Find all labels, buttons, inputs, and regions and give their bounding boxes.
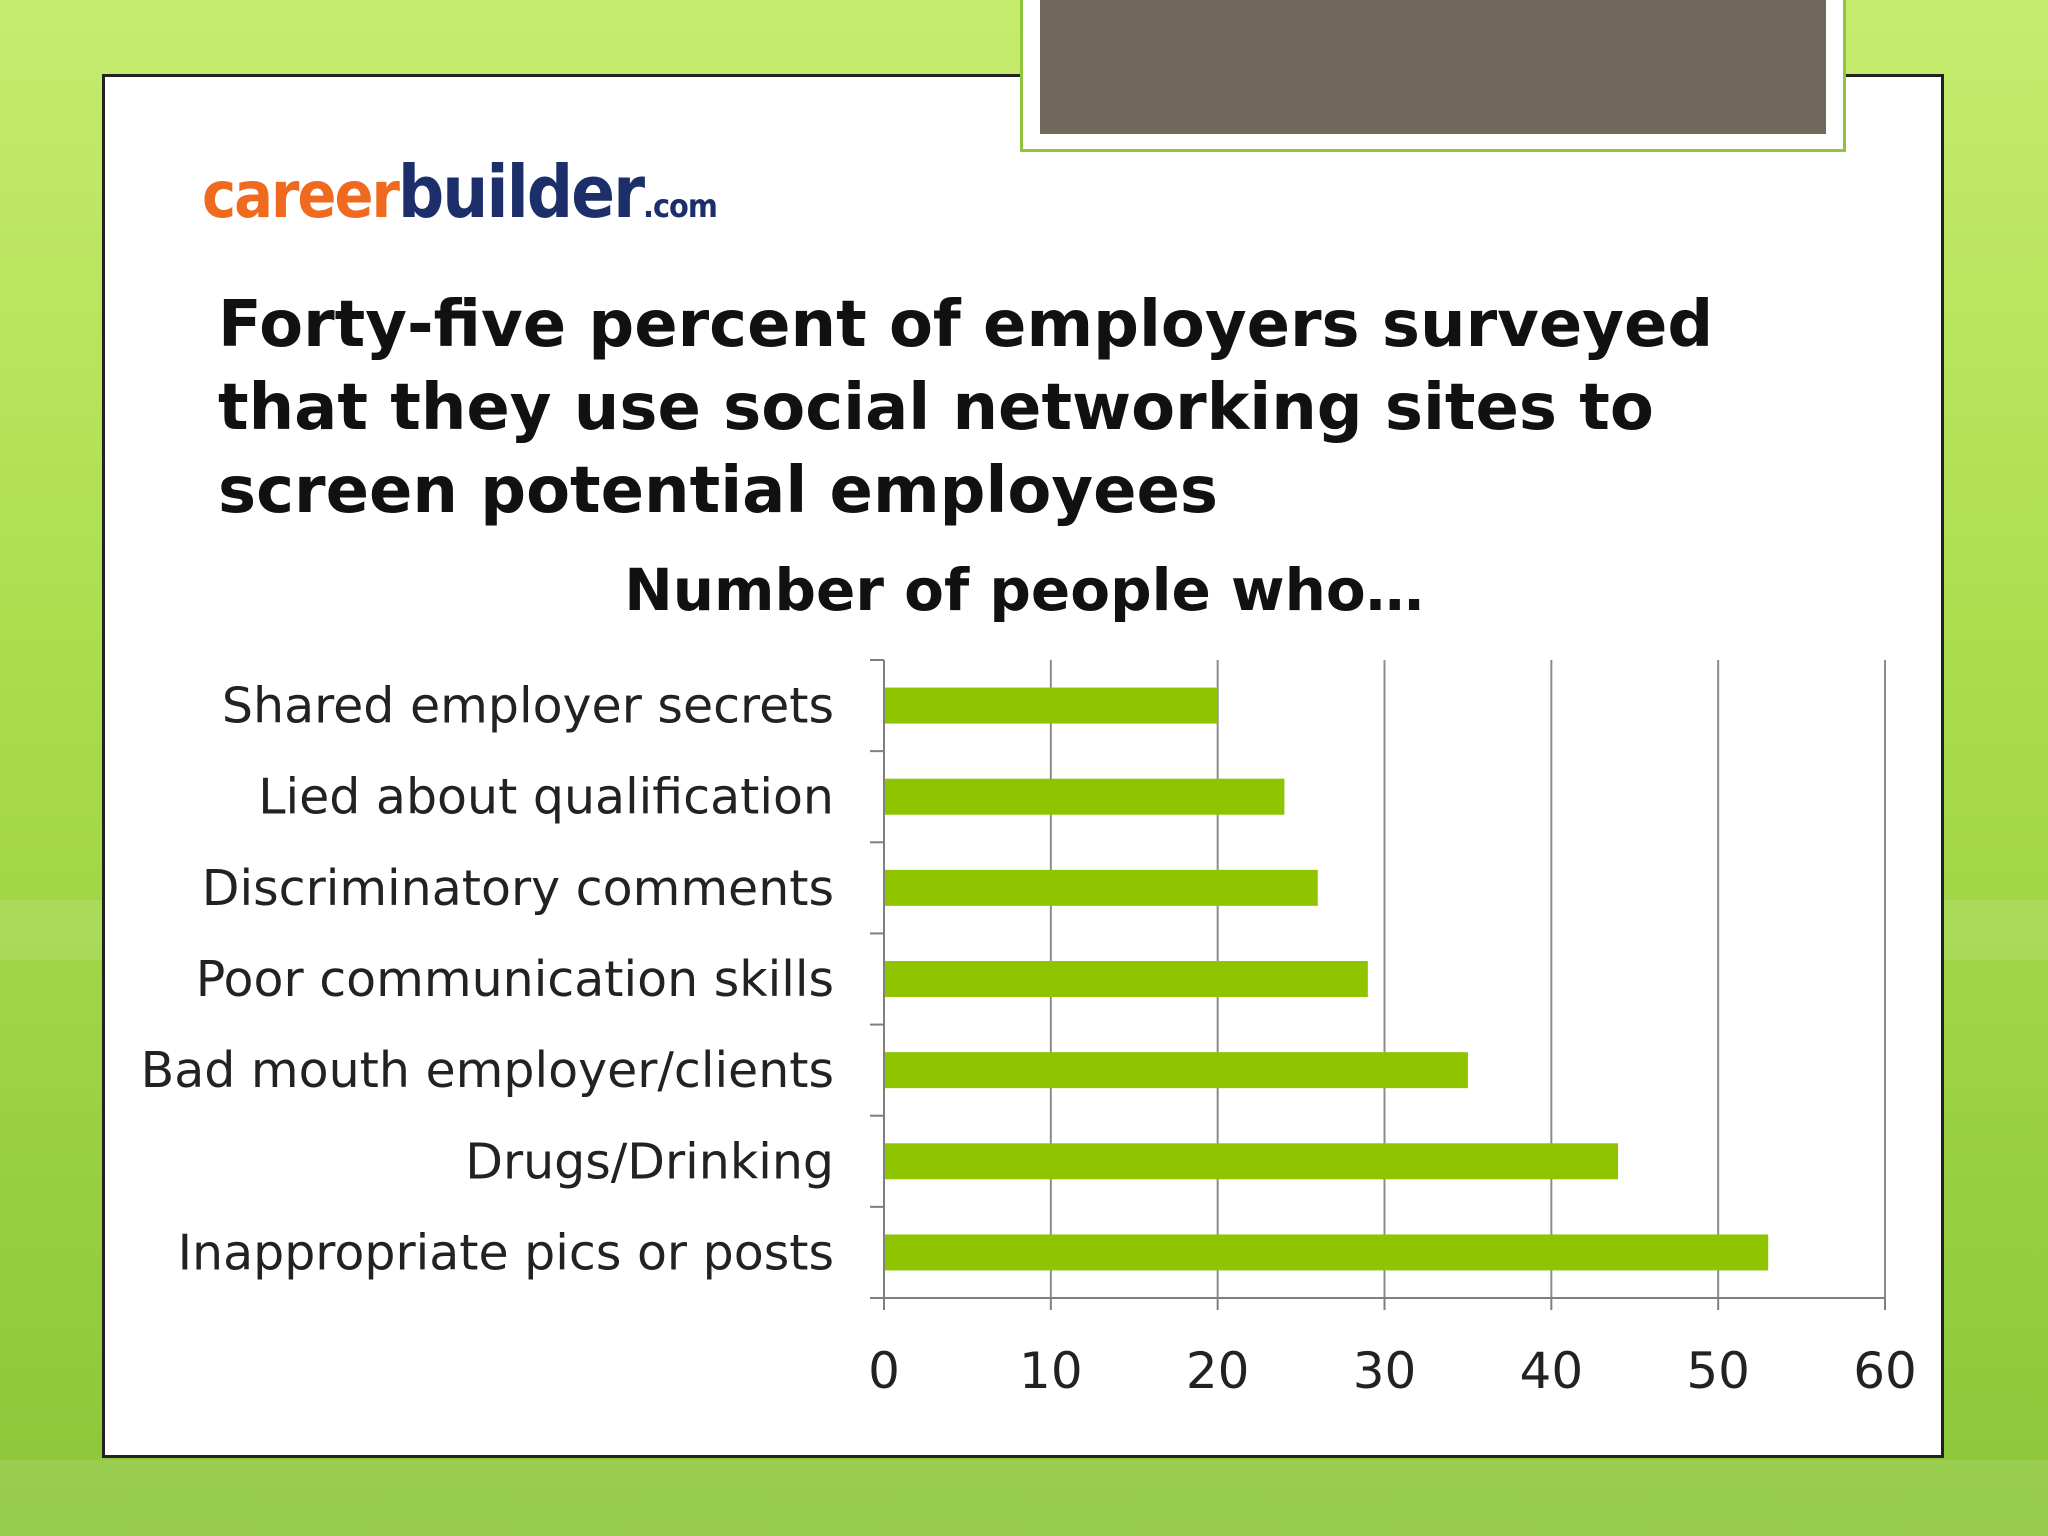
slide-panel [102, 74, 1944, 1458]
x-tick-label: 0 [868, 1342, 900, 1400]
x-tick-label: 60 [1853, 1342, 1917, 1400]
bar [884, 1052, 1468, 1089]
bar [884, 778, 1285, 815]
logo-part-career: career [202, 159, 400, 233]
category-label: Drugs/Drinking [465, 1133, 834, 1190]
x-tick-label: 20 [1186, 1342, 1250, 1400]
category-label: Bad mouth employer/clients [141, 1042, 834, 1099]
slide-tab-block [1040, 0, 1826, 134]
x-tick-label: 40 [1520, 1342, 1584, 1400]
bar [884, 687, 1218, 724]
x-tick-label: 10 [1019, 1342, 1083, 1400]
x-tick-label: 50 [1686, 1342, 1750, 1400]
category-label: Inappropriate pics or posts [178, 1224, 834, 1281]
category-label: Lied about qualification [258, 769, 834, 826]
category-label: Poor communication skills [196, 951, 834, 1008]
category-label: Discriminatory comments [202, 860, 834, 917]
slide-headline: Forty-five percent of employers surveyed… [218, 288, 1714, 528]
bar [884, 1234, 1769, 1271]
background-stripe [0, 1460, 2048, 1536]
chart-title: Number of people who… [624, 556, 1424, 624]
careerbuilder-logo: careerbuilder.com [202, 150, 718, 234]
logo-part-com: .com [643, 187, 718, 225]
bar [884, 961, 1368, 997]
x-tick-label: 30 [1353, 1342, 1417, 1400]
category-label: Shared employer secrets [222, 678, 834, 735]
bar [884, 1143, 1619, 1180]
logo-part-builder: builder [397, 150, 645, 234]
bar [884, 869, 1318, 906]
